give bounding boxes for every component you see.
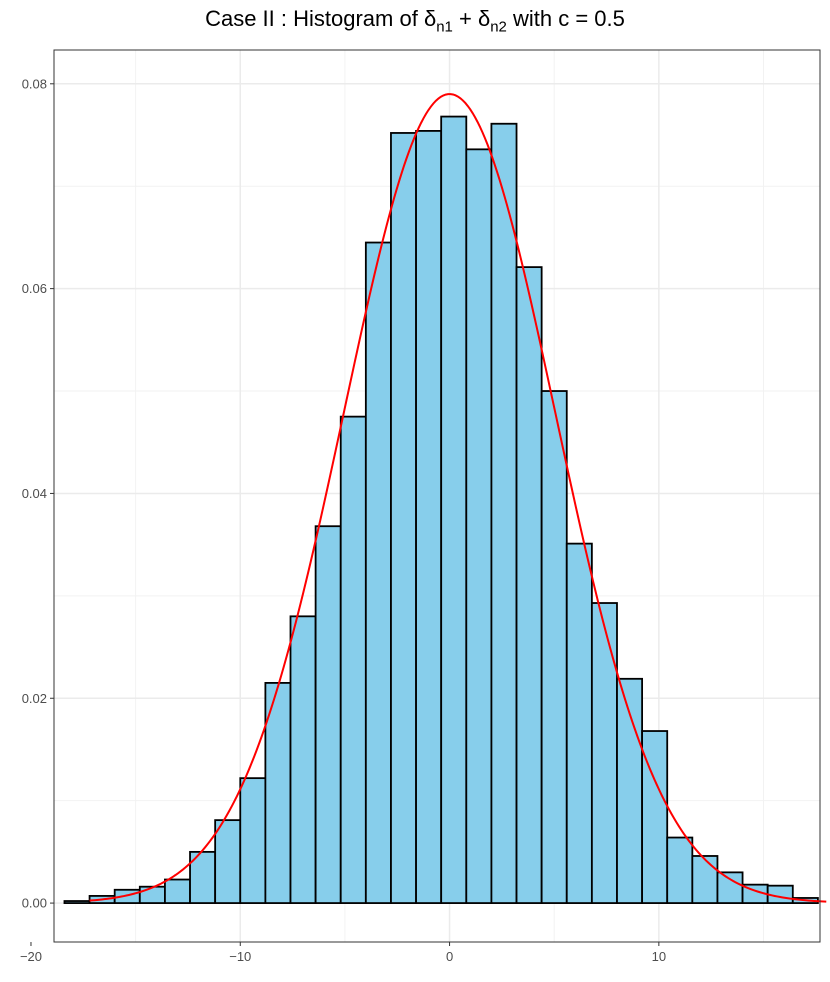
histogram-bar: [289, 615, 317, 904]
x-tick-label: −20: [20, 949, 42, 964]
histogram-bar: [390, 132, 417, 904]
histogram-bar: [138, 885, 166, 904]
curve-layer: [89, 93, 827, 903]
histogram-bar: [440, 115, 468, 904]
histogram-bar: [415, 130, 443, 904]
histogram-bar: [63, 900, 91, 904]
histogram-bar: [716, 871, 744, 904]
histogram-bar: [314, 525, 342, 904]
histogram-bar: [164, 878, 191, 904]
title-sub-2: n2: [490, 18, 507, 36]
density-curve: [89, 93, 827, 903]
title-plus: +: [452, 6, 478, 31]
histogram-bar: [364, 241, 392, 904]
y-tick-label: 0.06: [22, 281, 47, 296]
histogram-bar: [465, 148, 493, 904]
y-tick-label: 0.02: [22, 691, 47, 706]
y-tick-label: 0.00: [22, 896, 47, 911]
histogram-bar: [666, 836, 694, 904]
histogram-bar: [214, 819, 242, 904]
histogram-bar: [490, 122, 518, 904]
title-sub-1: n1: [436, 18, 453, 36]
title-suffix: with c = 0.5: [506, 6, 625, 31]
chart-title: Case II : Histogram of δn1 + δn2 with c …: [0, 6, 830, 35]
panel-border: [53, 49, 821, 943]
histogram-bar: [339, 415, 367, 904]
x-tick-label: 10: [652, 949, 666, 964]
x-tick-label: 0: [446, 949, 453, 964]
histogram-bar: [590, 602, 618, 904]
histogram-bar: [515, 266, 543, 904]
title-delta-2: δ: [477, 6, 491, 31]
title-prefix: Case II : Histogram of: [205, 6, 424, 31]
y-tick-label: 0.08: [22, 76, 47, 91]
histogram-bar: [540, 390, 568, 904]
histogram-bar: [691, 855, 719, 904]
title-delta-1: δ: [423, 6, 437, 31]
y-tick-label: 0.04: [22, 486, 47, 501]
histogram-bar: [239, 777, 267, 904]
axes-layer: 0.00 0.02 0.04 0.06 0.08 −20 −10 0 10: [20, 76, 666, 964]
x-tick-label: −10: [229, 949, 251, 964]
bars-layer: [63, 115, 819, 904]
histogram-bar: [189, 850, 217, 904]
histogram-bar: [565, 542, 593, 904]
